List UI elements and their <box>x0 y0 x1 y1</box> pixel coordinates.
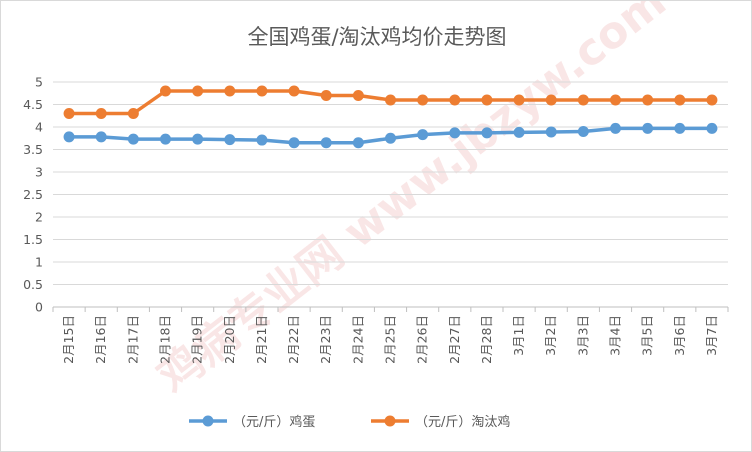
x-tick-label: 3月4日 <box>608 315 623 356</box>
data-point <box>385 132 396 144</box>
y-tick-label: 5 <box>35 75 43 90</box>
x-tick-label: 2月21日 <box>254 315 269 364</box>
data-point <box>127 133 139 145</box>
y-tick-label: 4 <box>35 120 43 135</box>
data-point <box>352 137 364 149</box>
x-tick-label: 2月24日 <box>350 315 365 364</box>
y-tick-label: 2.5 <box>23 187 43 202</box>
series-0 <box>63 122 718 149</box>
y-tick-label: 0.5 <box>23 277 43 292</box>
data-point <box>63 108 75 119</box>
x-tick-label: 2月25日 <box>383 315 398 364</box>
x-tick-label: 3月3日 <box>575 315 590 356</box>
legend-label: （元/斤）淘汰鸡 <box>415 414 510 430</box>
data-point <box>577 94 589 106</box>
data-point <box>706 94 718 106</box>
data-point <box>545 126 557 138</box>
data-point <box>642 122 654 134</box>
y-tick-label: 3.5 <box>23 142 43 157</box>
x-tick-label: 2月28日 <box>479 315 494 364</box>
data-point <box>320 137 332 149</box>
series-lines <box>63 85 718 149</box>
data-point <box>481 94 493 106</box>
y-tick-label: 2 <box>35 210 43 225</box>
x-axis-ticks: 2月15日 2月16日 2月17日 2月18日 2月19日 2月20日 2月21日 2月22日… <box>61 315 719 364</box>
x-tick-label: 2月23日 <box>318 315 333 364</box>
data-point <box>160 133 171 145</box>
x-tick-label: 3月6日 <box>672 315 687 356</box>
x-tick-label: 2月15日 <box>61 315 76 364</box>
data-point <box>352 90 364 101</box>
x-tick-label: 2月18日 <box>158 315 173 364</box>
legend: （元/斤）鸡蛋 （元/斤）淘汰鸡 <box>189 414 510 430</box>
data-point <box>674 122 686 134</box>
data-point <box>224 134 236 146</box>
x-tick-label: 3月1日 <box>511 315 526 356</box>
x-tick-label: 2月27日 <box>447 315 462 364</box>
y-tick-label: 0 <box>35 300 43 315</box>
data-point <box>610 94 621 106</box>
data-point <box>256 85 268 97</box>
chart-title: 全国鸡蛋/淘汰鸡均价走势图 <box>247 25 506 49</box>
x-tick-label: 2月16日 <box>93 315 108 364</box>
data-point <box>449 127 461 139</box>
legend-swatch-marker <box>202 415 214 427</box>
data-point <box>513 126 525 138</box>
data-point <box>288 137 300 149</box>
data-point <box>545 94 557 106</box>
x-tick-label: 2月20日 <box>222 315 237 364</box>
data-point <box>95 108 107 119</box>
y-tick-label: 1.5 <box>23 232 43 247</box>
data-point <box>63 131 75 143</box>
data-point <box>642 94 654 106</box>
y-tick-label: 1 <box>35 255 43 270</box>
data-point <box>256 134 268 146</box>
gridlines <box>53 81 728 285</box>
legend-label: （元/斤）鸡蛋 <box>233 414 315 430</box>
data-point <box>513 94 525 106</box>
x-tick-label: 2月17日 <box>125 315 140 364</box>
data-point <box>385 94 396 106</box>
data-point <box>224 85 236 97</box>
x-tick-label: 3月2日 <box>543 315 558 356</box>
data-point <box>192 133 204 145</box>
data-point <box>320 90 332 101</box>
legend-swatch-marker <box>384 415 396 427</box>
data-point <box>706 122 718 134</box>
x-tick-label: 3月7日 <box>704 315 719 356</box>
data-point <box>127 108 139 119</box>
data-point <box>610 122 621 134</box>
data-point <box>674 94 686 106</box>
data-point <box>192 85 204 97</box>
data-point <box>481 127 493 139</box>
x-tick-label: 2月22日 <box>286 315 301 364</box>
x-tick-label: 2月19日 <box>190 315 205 364</box>
x-tick-label: 3月5日 <box>640 315 655 356</box>
legend-item-0: （元/斤）鸡蛋 <box>189 414 315 430</box>
data-point <box>449 94 461 106</box>
data-point <box>160 85 171 97</box>
data-point <box>577 126 589 137</box>
y-tick-label: 3 <box>35 165 43 180</box>
data-point <box>288 85 300 97</box>
y-axis-ticks: 0 0.5 1 1.5 2 2.5 3 3.5 4 4.5 5 <box>23 75 43 315</box>
data-point <box>95 131 107 143</box>
data-point <box>417 94 429 106</box>
legend-item-1: （元/斤）淘汰鸡 <box>371 414 510 430</box>
series-1 <box>63 85 718 119</box>
y-tick-label: 4.5 <box>23 97 43 112</box>
x-axis <box>52 306 729 312</box>
data-point <box>417 129 429 141</box>
x-tick-label: 2月26日 <box>415 315 430 364</box>
